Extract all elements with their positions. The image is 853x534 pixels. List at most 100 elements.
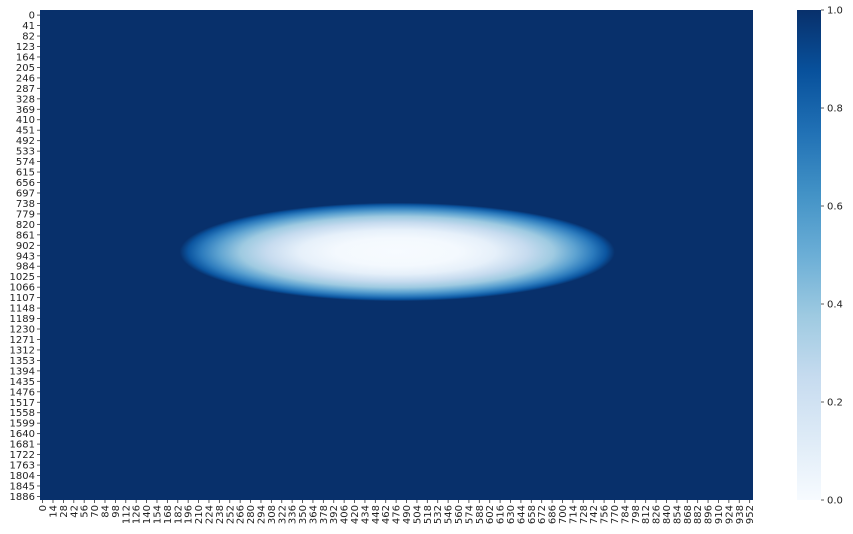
y-tick-label: 984 <box>16 262 35 273</box>
y-tick-label: 861 <box>16 230 35 241</box>
x-tick-label: 910 <box>714 505 725 524</box>
x-tick-label: 854 <box>672 505 683 524</box>
colorbar-tick-label: 0.0 <box>827 496 843 507</box>
y-tick-label: 1558 <box>10 408 35 419</box>
x-tick-label: 434 <box>360 505 371 524</box>
x-tick-label: 224 <box>204 505 215 524</box>
x-tick-label: 588 <box>475 505 486 524</box>
x-tick-label: 868 <box>683 505 694 524</box>
x-tick-label: 406 <box>340 505 351 524</box>
y-axis: 0418212316420524628732836941045149253357… <box>10 11 40 503</box>
x-tick-label: 462 <box>381 505 392 524</box>
x-tick-label: 756 <box>600 505 611 524</box>
y-tick-label: 1025 <box>10 272 35 283</box>
y-tick-label: 1312 <box>10 345 35 356</box>
y-tick-label: 697 <box>16 188 35 199</box>
x-tick-label: 420 <box>350 505 361 524</box>
y-tick-label: 820 <box>16 220 35 231</box>
x-tick-label: 770 <box>610 505 621 524</box>
x-tick-label: 308 <box>267 505 278 524</box>
y-tick-label: 1148 <box>10 304 35 315</box>
x-tick-label: 378 <box>319 505 330 524</box>
x-tick-label: 392 <box>329 505 340 524</box>
y-tick-label: 1681 <box>10 440 35 451</box>
x-tick-label: 896 <box>704 505 715 524</box>
colorbar-gradient <box>797 10 821 500</box>
y-tick-label: 123 <box>16 42 35 53</box>
y-tick-label: 1107 <box>10 293 35 304</box>
y-tick-label: 164 <box>16 52 35 63</box>
x-tick-label: 574 <box>464 505 475 524</box>
y-tick-label: 41 <box>22 21 35 32</box>
x-tick-label: 672 <box>537 505 548 524</box>
colorbar-tick-label: 0.6 <box>827 202 843 213</box>
x-tick-label: 112 <box>121 505 132 524</box>
x-tick-label: 518 <box>423 505 434 524</box>
y-tick-label: 738 <box>16 199 35 210</box>
x-tick-label: 98 <box>111 505 122 518</box>
x-tick-label: 630 <box>506 505 517 524</box>
x-tick-label: 658 <box>527 505 538 524</box>
x-tick-label: 546 <box>444 505 455 524</box>
x-tick-label: 42 <box>69 505 80 518</box>
x-tick-label: 952 <box>745 505 756 524</box>
x-tick-label: 840 <box>662 505 673 524</box>
x-tick-label: 70 <box>90 505 101 518</box>
y-tick-label: 943 <box>16 251 35 262</box>
x-tick-label: 238 <box>215 505 226 524</box>
x-tick-label: 266 <box>236 505 247 524</box>
y-tick-label: 615 <box>16 168 35 179</box>
colorbar: 0.0 0.2 0.4 0.6 0.8 1.0 <box>797 6 843 507</box>
x-tick-label: 644 <box>516 505 527 524</box>
y-tick-label: 0 <box>29 11 35 22</box>
colorbar-tick-label: 1.0 <box>827 6 843 17</box>
y-tick-label: 1640 <box>10 429 35 440</box>
colorbar-tick-label: 0.4 <box>827 300 843 311</box>
x-tick-label: 700 <box>558 505 569 524</box>
x-tick-label: 504 <box>412 505 423 524</box>
y-tick-label: 779 <box>16 209 35 220</box>
y-tick-label: 656 <box>16 178 35 189</box>
x-tick-label: 826 <box>652 505 663 524</box>
x-tick-label: 126 <box>132 505 143 524</box>
x-tick-label: 196 <box>184 505 195 524</box>
x-tick-label: 168 <box>163 505 174 524</box>
x-tick-label: 14 <box>48 505 59 518</box>
y-tick-label: 1353 <box>10 356 35 367</box>
x-tick-label: 924 <box>724 505 735 524</box>
x-tick-label: 182 <box>173 505 184 524</box>
y-tick-label: 492 <box>16 136 35 147</box>
x-tick-label: 154 <box>152 505 163 524</box>
y-tick-label: 533 <box>16 147 35 158</box>
x-tick-label: 532 <box>433 505 444 524</box>
y-tick-label: 1394 <box>10 366 35 377</box>
x-tick-label: 252 <box>225 505 236 524</box>
x-tick-label: 784 <box>620 505 631 524</box>
x-tick-label: 714 <box>568 505 579 524</box>
y-tick-label: 246 <box>16 73 35 84</box>
x-tick-label: 798 <box>631 505 642 524</box>
colorbar-tick-label: 0.2 <box>827 398 843 409</box>
x-tick-label: 686 <box>548 505 559 524</box>
y-tick-label: 328 <box>16 94 35 105</box>
x-tick-label: 84 <box>100 505 111 518</box>
x-tick-label: 616 <box>496 505 507 524</box>
x-tick-label: 322 <box>277 505 288 524</box>
y-tick-label: 1599 <box>10 419 35 430</box>
x-tick-label: 476 <box>392 505 403 524</box>
y-tick-label: 1886 <box>10 492 35 503</box>
y-tick-label: 451 <box>16 126 35 137</box>
y-tick-label: 410 <box>16 115 35 126</box>
x-tick-label: 280 <box>246 505 257 524</box>
x-tick-label: 742 <box>589 505 600 524</box>
y-tick-label: 574 <box>16 157 35 168</box>
x-tick-label: 0 <box>38 505 49 511</box>
y-tick-label: 1189 <box>10 314 35 325</box>
x-tick-label: 938 <box>735 505 746 524</box>
x-tick-label: 490 <box>402 505 413 524</box>
y-tick-label: 1845 <box>10 481 35 492</box>
y-tick-label: 1722 <box>10 450 35 461</box>
y-tick-label: 1804 <box>10 471 35 482</box>
x-tick-label: 882 <box>693 505 704 524</box>
